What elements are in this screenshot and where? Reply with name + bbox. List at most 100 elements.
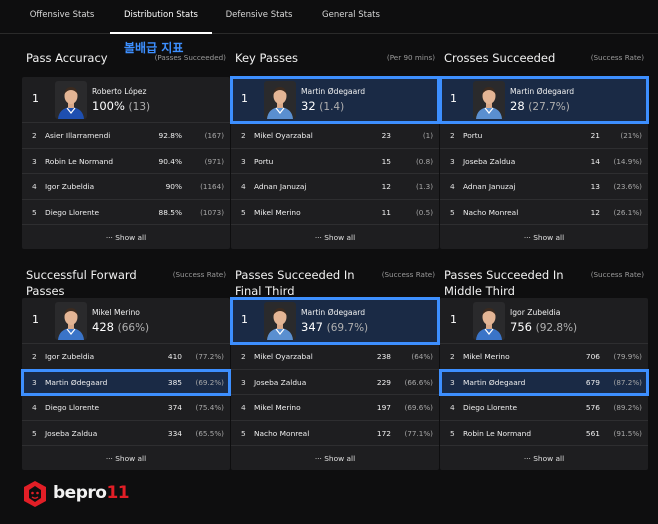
- rank: 5: [32, 207, 37, 217]
- rank: 2: [450, 131, 455, 140]
- show-all-label: Show all: [115, 454, 147, 463]
- table-row[interactable]: 3 Martin Ødegaard 679 (87.2%): [439, 368, 649, 396]
- player-name: Adnan Januzaj: [254, 182, 307, 191]
- table-row[interactable]: 5 Nacho Monreal 12 (26.1%): [440, 200, 648, 225]
- card-header: Successful Forward Passes (Success Rate): [22, 266, 230, 298]
- table-row[interactable]: 2 Asier Illarramendi 92.8% (167): [22, 123, 230, 149]
- show-all-button[interactable]: ··· Show all: [22, 446, 230, 470]
- player-name: Igor Zubeldia: [45, 352, 95, 361]
- player-name: Joseba Zaldua: [463, 156, 516, 166]
- value-detail: (75.4%): [195, 403, 224, 412]
- table-row[interactable]: 5 Nacho Monreal 172 (77.1%): [231, 421, 439, 446]
- tab-distribution-stats[interactable]: Distribution Stats: [110, 10, 212, 34]
- value-detail: (89.2%): [613, 403, 642, 412]
- table-row[interactable]: 2 Mikel Merino 706 (79.9%): [440, 344, 648, 370]
- table-row[interactable]: 2 Igor Zubeldia 410 (77.2%): [22, 344, 230, 370]
- leader-row[interactable]: 1 Martin Ødegaard 28 (27.7%): [439, 76, 649, 124]
- value-detail: (79.9%): [613, 352, 642, 361]
- rank: 3: [32, 156, 37, 166]
- show-all-button[interactable]: ··· Show all: [440, 225, 648, 249]
- table-row[interactable]: 3 Martin Ødegaard 385 (69.2%): [21, 368, 231, 396]
- player-name: Mikel Oyarzabal: [254, 352, 313, 361]
- leader-row[interactable]: 1 Martin Ødegaard 32 (1.4): [230, 76, 440, 124]
- leader-value: 347 (69.7%): [301, 320, 368, 334]
- table-row[interactable]: 4 Igor Zubeldia 90% (1164): [22, 174, 230, 200]
- card-title: Passes Succeeded In Middle Third: [444, 268, 564, 298]
- value-detail: (167): [204, 131, 224, 140]
- value: 706: [585, 352, 600, 361]
- player-avatar: [473, 81, 505, 119]
- rank: 5: [450, 428, 455, 438]
- logo-accent: 11: [106, 483, 130, 503]
- table-row[interactable]: 5 Joseba Zaldua 334 (65.5%): [22, 421, 230, 446]
- table-row[interactable]: 3 Portu 15 (0.8): [231, 149, 439, 174]
- table-row[interactable]: 2 Portu 21 (21%): [440, 123, 648, 149]
- player-name: Joseba Zaldua: [45, 428, 98, 438]
- show-all-button[interactable]: ··· Show all: [231, 446, 439, 470]
- table-row[interactable]: 5 Mikel Merino 11 (0.5): [231, 200, 439, 225]
- value: 410: [167, 352, 182, 361]
- card-header: Pass Accuracy (Passes Succeeded): [22, 49, 230, 81]
- table-row[interactable]: 4 Mikel Merino 197 (69.6%): [231, 395, 439, 421]
- card-header: Passes Succeeded In Final Third (Success …: [231, 266, 439, 298]
- leaderboard: 1 Roberto López 100% (13) 2 Asier Illarramen…: [22, 77, 230, 249]
- player-name: Mikel Merino: [254, 403, 301, 412]
- value-detail: (65.5%): [195, 428, 224, 438]
- table-row[interactable]: 5 Diego Llorente 88.5% (1073): [22, 200, 230, 225]
- rank: 4: [241, 182, 246, 191]
- value-detail: (1.3): [415, 182, 433, 191]
- player-name: Mikel Oyarzabal: [254, 131, 313, 140]
- stats-tab-bar: Offensive Stats Distribution Stats Defen…: [0, 0, 658, 34]
- player-name: Mikel Merino: [254, 207, 301, 217]
- table-row[interactable]: 2 Mikel Oyarzabal 238 (64%): [231, 344, 439, 370]
- tab-general-stats[interactable]: General Stats: [322, 10, 380, 20]
- value: 229: [376, 377, 391, 387]
- table-row[interactable]: 5 Robin Le Normand 561 (91.5%): [440, 421, 648, 446]
- rank: 3: [241, 156, 246, 166]
- value: 23: [381, 131, 391, 140]
- player-name: Igor Zubeldia: [45, 182, 95, 191]
- leader-row[interactable]: 1 Martin Ødegaard 347 (69.7%): [230, 297, 440, 345]
- value: 14: [590, 156, 600, 166]
- player-name: Joseba Zaldua: [254, 377, 307, 387]
- leader-row[interactable]: 1 Mikel Merino 428 (66%): [22, 298, 230, 344]
- ellipsis-icon: ···: [314, 233, 325, 242]
- table-row[interactable]: 3 Joseba Zaldua 229 (66.6%): [231, 370, 439, 395]
- player-avatar: [473, 302, 505, 340]
- rank: 5: [241, 428, 246, 438]
- tab-defensive-stats[interactable]: Defensive Stats: [225, 10, 293, 20]
- table-row[interactable]: 2 Mikel Oyarzabal 23 (1): [231, 123, 439, 149]
- rank: 4: [450, 182, 455, 191]
- lion-head-icon: [24, 481, 46, 507]
- player-name: Portu: [254, 156, 274, 166]
- card-metric-note: (Success Rate): [381, 270, 435, 279]
- leader-row[interactable]: 1 Igor Zubeldia 756 (92.8%): [440, 298, 648, 344]
- rank: 5: [241, 207, 246, 217]
- player-name: Mikel Merino: [463, 352, 510, 361]
- value-detail: (91.5%): [613, 428, 642, 438]
- leader-value: 428 (66%): [92, 320, 149, 334]
- ellipsis-icon: ···: [105, 233, 116, 242]
- value-detail: (26.1%): [613, 207, 642, 217]
- leader-row[interactable]: 1 Roberto López 100% (13): [22, 77, 230, 123]
- value: 428: [92, 320, 114, 334]
- table-row[interactable]: 3 Joseba Zaldua 14 (14.9%): [440, 149, 648, 174]
- card-title: Passes Succeeded In Final Third: [235, 268, 355, 298]
- logo-wordmark: bepro11: [53, 483, 130, 503]
- table-row[interactable]: 4 Adnan Januzaj 12 (1.3): [231, 174, 439, 200]
- table-row[interactable]: 4 Diego Llorente 374 (75.4%): [22, 395, 230, 421]
- ellipsis-icon: ···: [523, 454, 534, 463]
- value: 172: [376, 428, 391, 438]
- leaderboard: 1 Igor Zubeldia 756 (92.8%) 2 Mikel Merino 70…: [439, 298, 649, 470]
- show-all-button[interactable]: ··· Show all: [440, 446, 648, 470]
- table-row[interactable]: 3 Robin Le Normand 90.4% (971): [22, 149, 230, 174]
- rank: 1: [241, 92, 248, 105]
- show-all-button[interactable]: ··· Show all: [231, 225, 439, 249]
- player-name: Martin Ødegaard: [301, 87, 366, 96]
- tab-offensive-stats[interactable]: Offensive Stats: [29, 10, 95, 20]
- table-row[interactable]: 4 Adnan Januzaj 13 (23.6%): [440, 174, 648, 200]
- player-name: Martin Ødegaard: [510, 87, 575, 96]
- value: 21: [590, 131, 600, 140]
- show-all-button[interactable]: ··· Show all: [22, 225, 230, 249]
- table-row[interactable]: 4 Diego Llorente 576 (89.2%): [440, 395, 648, 421]
